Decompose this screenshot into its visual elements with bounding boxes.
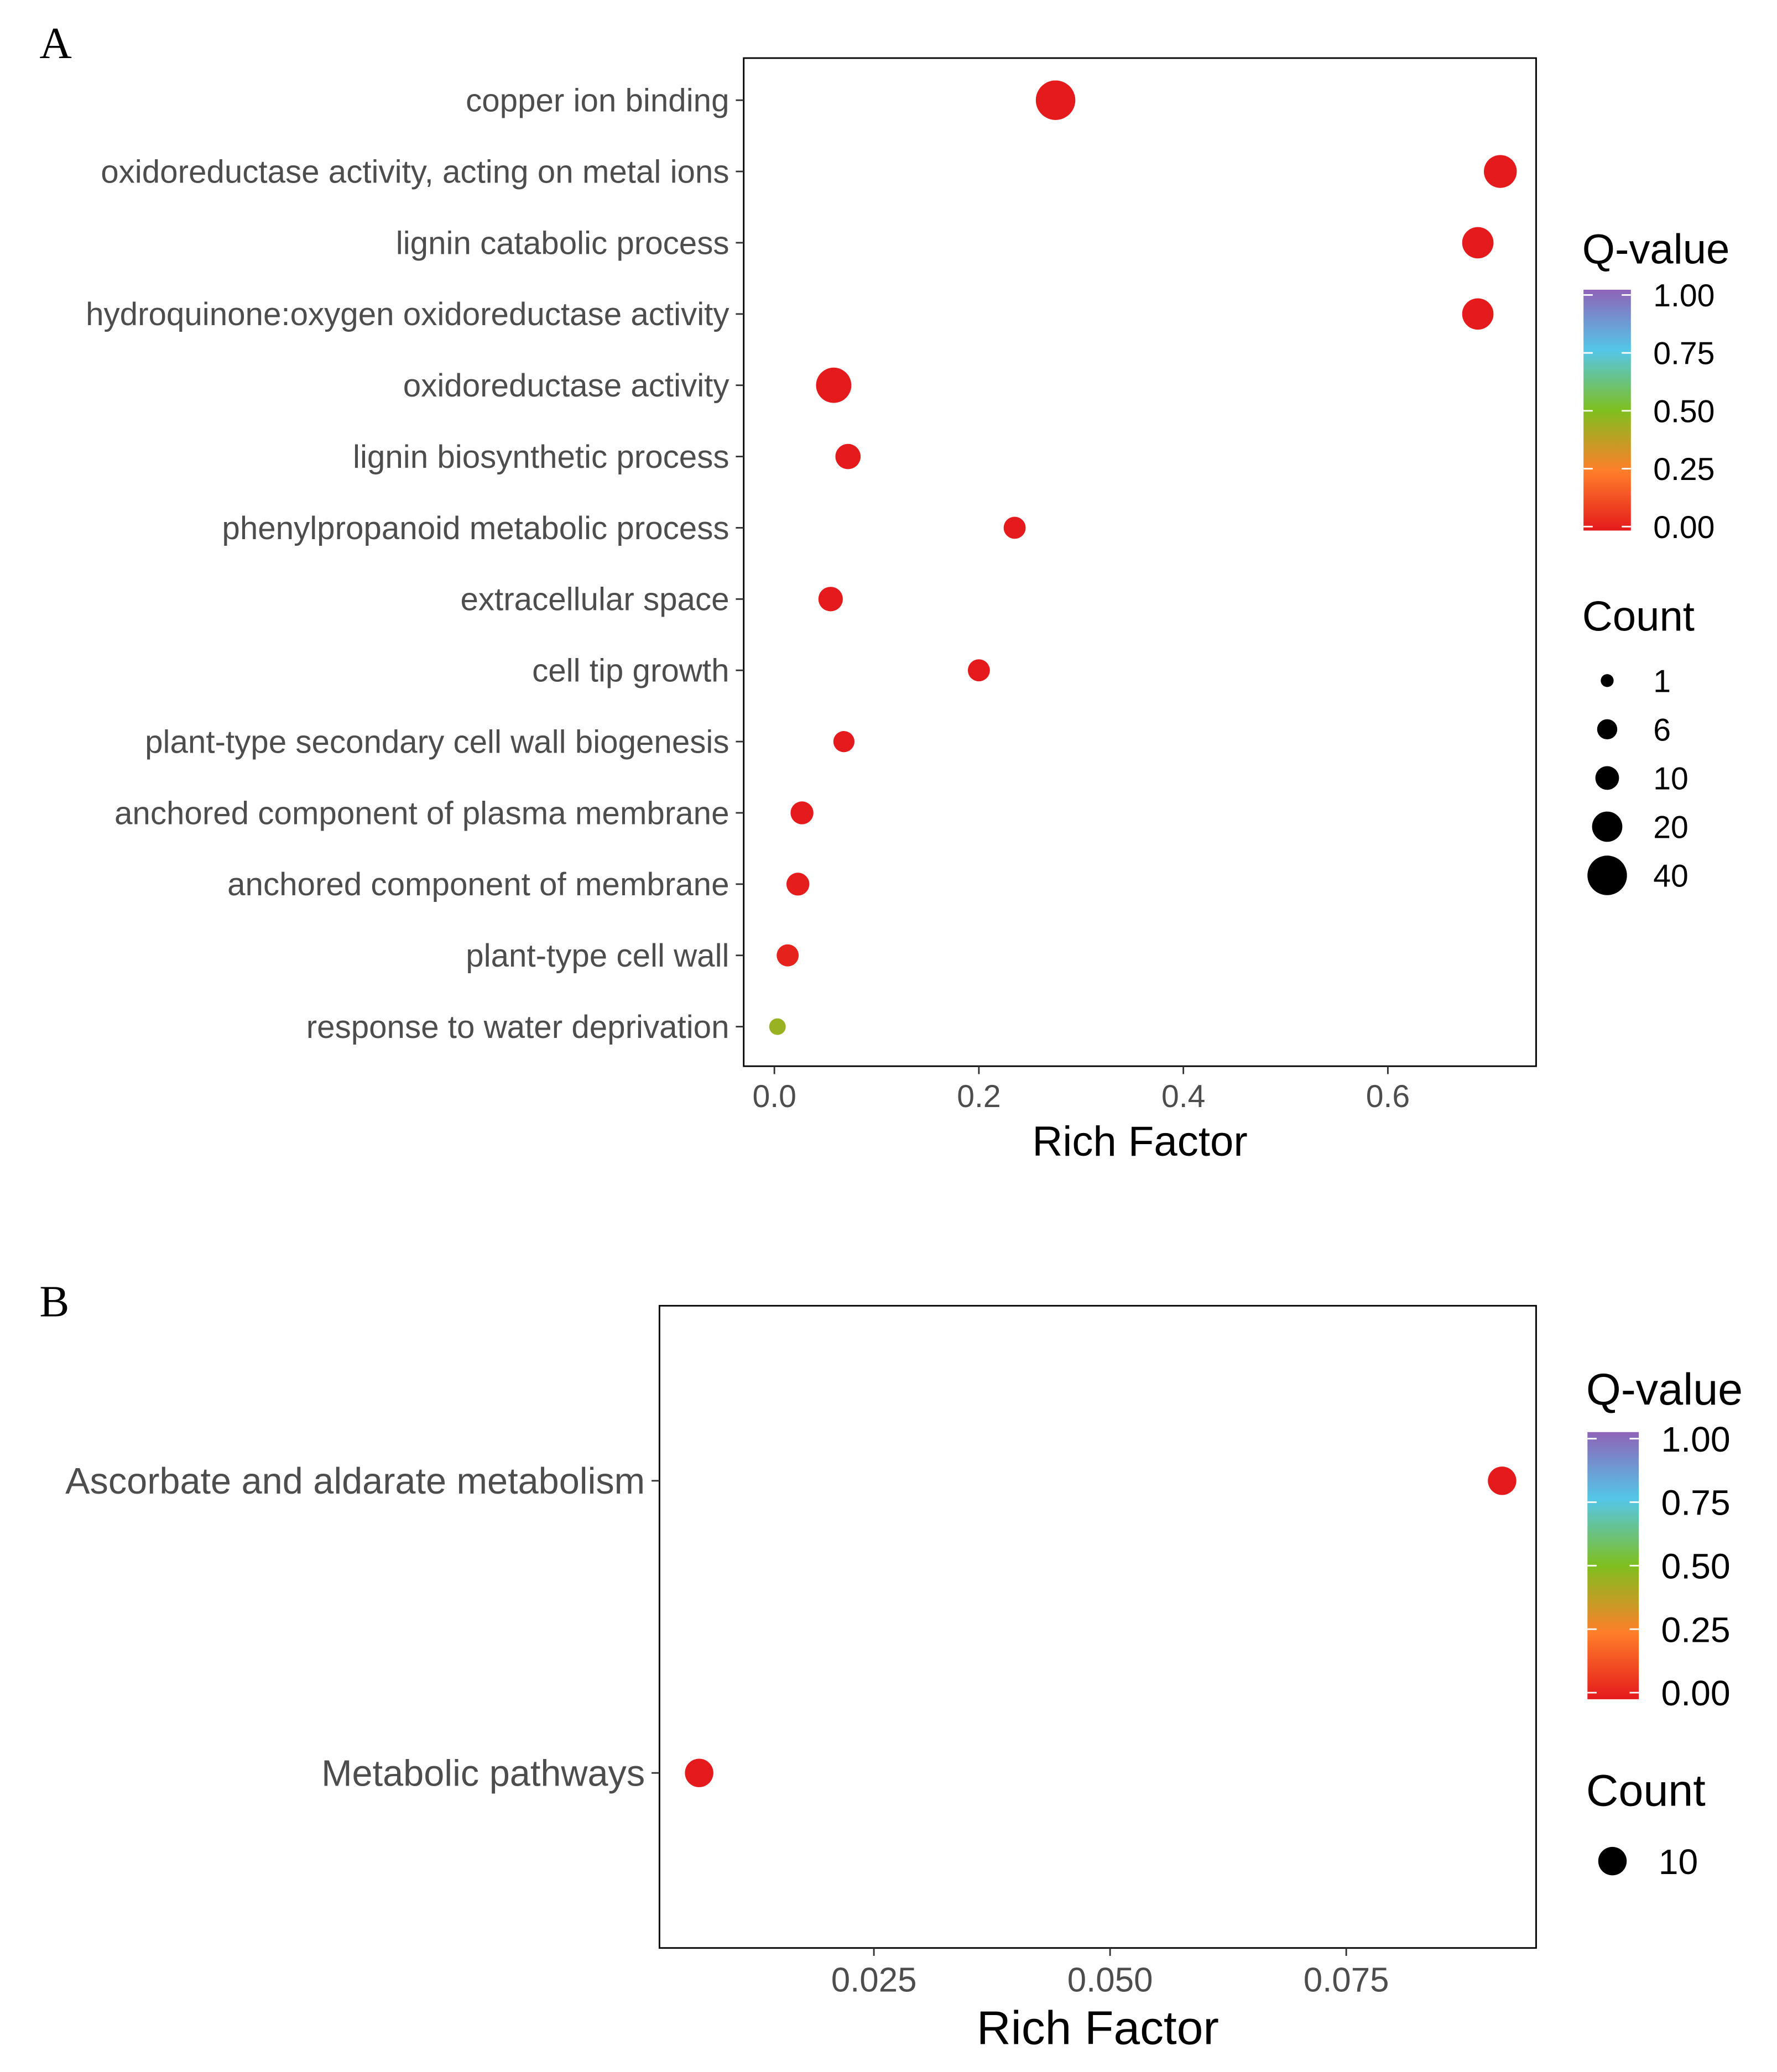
count-legend-key	[1592, 811, 1623, 842]
count-legend-label: 10	[1653, 761, 1689, 796]
panel-b: B Ascorbate and aldarate metabolism Metab…	[39, 1276, 1743, 2054]
y-tick-label: Ascorbate and aldarate metabolism	[65, 1461, 645, 1502]
x-tick-label: 0.4	[1161, 1079, 1205, 1114]
x-axis-title-b: Rich Factor	[977, 2001, 1219, 2054]
data-points-a	[769, 80, 1517, 1035]
count-legend-key	[1597, 719, 1618, 740]
qvalue-legend-title-a: Q-value	[1582, 226, 1730, 273]
y-tick-label: phenylpropanoid metabolic process	[222, 510, 729, 546]
colorbar-tick-label: 0.25	[1661, 1610, 1731, 1650]
x-tick-label: 0.2	[957, 1079, 1000, 1114]
y-tick-label: anchored component of membrane	[227, 867, 729, 902]
colorbar-tick-label: 0.00	[1653, 510, 1715, 545]
panel-label-b: B	[39, 1276, 69, 1326]
legend-b: Q-value 1.00 0.75 0.50 0.25 0.00 Count 10	[1586, 1365, 1743, 1882]
plot-frame-b	[658, 1304, 1537, 1949]
data-point	[816, 367, 852, 403]
data-point	[1462, 227, 1494, 259]
data-point	[786, 873, 810, 896]
y-tick-label: plant-type cell wall	[466, 938, 729, 974]
panel-label-a: A	[39, 18, 71, 68]
y-tick-label: lignin biosynthetic process	[353, 439, 729, 475]
count-legend-key	[1587, 855, 1627, 895]
colorbar-tick-label: 0.75	[1661, 1483, 1731, 1523]
data-point	[1462, 298, 1494, 330]
count-legend-label: 10	[1659, 1842, 1698, 1882]
x-tick-label: 0.050	[1067, 1961, 1153, 1999]
count-legend-items-a: 1 6 10 20 40	[1587, 664, 1689, 895]
y-tick-label: extracellular space	[460, 582, 729, 618]
data-point	[1003, 516, 1026, 539]
x-ticks-a: 0.0 0.2 0.4 0.6	[752, 1066, 1410, 1114]
y-tick-labels-b: Ascorbate and aldarate metabolism Metabol…	[65, 1461, 660, 1794]
y-tick-label: oxidoreductase activity, acting on metal…	[101, 154, 729, 190]
count-legend-title-b: Count	[1586, 1766, 1706, 1816]
data-point	[777, 944, 799, 967]
colorbar-ticks-b: 1.00 0.75 0.50 0.25 0.00	[1587, 1419, 1731, 1713]
colorbar-tick-label: 0.50	[1653, 394, 1715, 429]
data-point	[833, 730, 854, 753]
count-legend-label: 1	[1653, 664, 1671, 699]
panel-a: A copper ion binding oxidoreductase activ…	[39, 18, 1729, 1165]
x-tick-label: 0.075	[1304, 1961, 1389, 1999]
data-point	[1488, 1466, 1517, 1495]
y-tick-label: copper ion binding	[466, 83, 729, 119]
count-legend-label: 6	[1653, 712, 1671, 748]
y-tick-label: lignin catabolic process	[396, 225, 729, 261]
legend-a: Q-value 1.00 0.75 0.50 0.25 0.00 Count 1 6 10 2…	[1582, 226, 1730, 895]
data-points-b	[685, 1466, 1517, 1787]
y-tick-label: response to water deprivation	[306, 1009, 729, 1045]
data-point	[1035, 80, 1076, 120]
data-point	[1484, 155, 1517, 188]
data-point	[790, 801, 814, 824]
x-tick-label: 0.0	[752, 1079, 796, 1114]
colorbar-tick-label: 0.25	[1653, 452, 1715, 487]
x-ticks-b: 0.025 0.050 0.075	[831, 1948, 1389, 1999]
x-tick-label: 0.6	[1366, 1079, 1410, 1114]
count-legend-title-a: Count	[1582, 593, 1695, 640]
colorbar-ticks-a: 1.00 0.75 0.50 0.25 0.00	[1583, 278, 1715, 545]
count-legend-label: 40	[1653, 859, 1689, 894]
y-tick-label: oxidoreductase activity	[403, 368, 730, 404]
plot-frame-a	[743, 57, 1537, 1067]
y-tick-labels-a: copper ion binding oxidoreductase activit…	[86, 83, 744, 1045]
count-legend-items-b: 10	[1598, 1842, 1698, 1882]
x-tick-label: 0.025	[831, 1961, 917, 1999]
data-point	[769, 1018, 786, 1035]
colorbar-tick-label: 1.00	[1653, 278, 1715, 314]
data-point	[818, 587, 843, 612]
colorbar-tick-label: 0.75	[1653, 336, 1715, 372]
y-tick-label: plant-type secondary cell wall biogenesi…	[145, 724, 729, 760]
colorbar-tick-label: 0.00	[1661, 1673, 1731, 1713]
data-point	[835, 443, 861, 469]
colorbar-tick-label: 0.50	[1661, 1546, 1731, 1586]
data-point	[967, 659, 990, 682]
count-legend-key	[1598, 1846, 1627, 1876]
data-point	[685, 1758, 713, 1787]
count-legend-key	[1595, 766, 1619, 790]
qvalue-legend-title-b: Q-value	[1586, 1365, 1743, 1415]
y-tick-label: cell tip growth	[532, 653, 729, 689]
y-tick-label: anchored component of plasma membrane	[114, 795, 729, 831]
y-tick-label: hydroquinone:oxygen oxidoreductase activ…	[86, 296, 729, 332]
y-tick-label: Metabolic pathways	[321, 1753, 645, 1794]
count-legend-key	[1601, 674, 1614, 687]
colorbar-tick-label: 1.00	[1661, 1419, 1731, 1459]
count-legend-label: 20	[1653, 810, 1689, 845]
x-axis-title-a: Rich Factor	[1032, 1118, 1247, 1165]
